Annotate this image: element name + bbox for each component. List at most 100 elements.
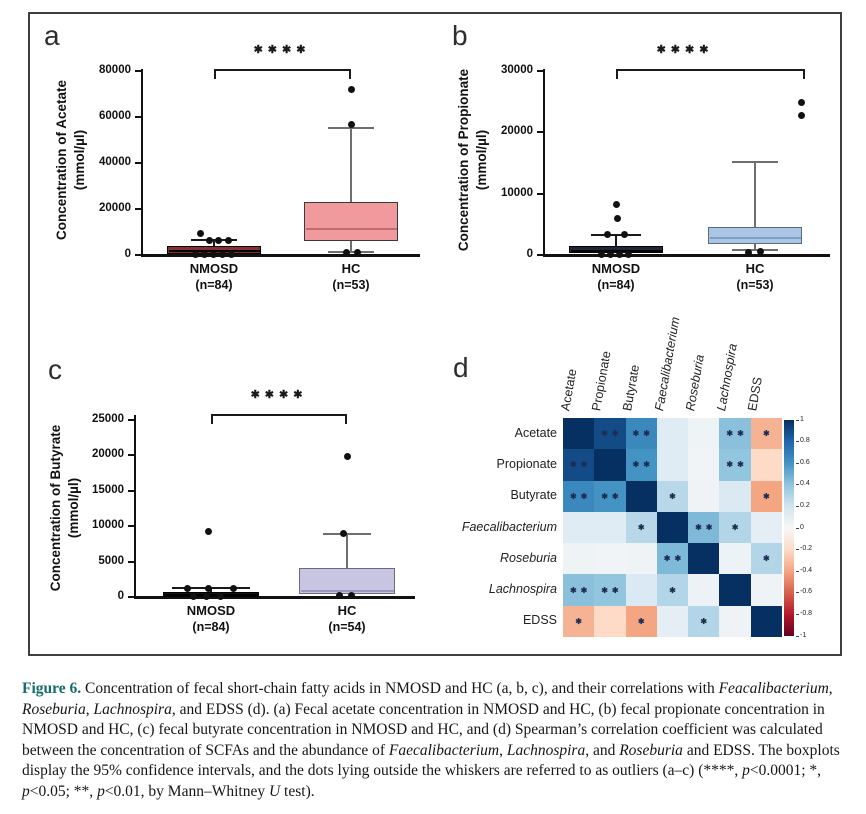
whisker-cap [328, 127, 374, 130]
figure-caption: Figure 6. Concentration of fecal short-c… [22, 679, 850, 802]
y-tick-mark [134, 208, 141, 210]
significance-bracket [214, 69, 351, 71]
colorbar-tick-label: -1 [800, 631, 807, 639]
heatmap-cell [594, 449, 626, 481]
y-tick-mark [127, 454, 134, 457]
group-n-label: (n=53) [332, 278, 370, 292]
heatmap-cell [719, 480, 751, 512]
outlier-dot [229, 584, 237, 592]
group-n-label: (n=84) [597, 278, 635, 292]
group-label: HC [341, 261, 361, 276]
significance-bracket [803, 69, 805, 79]
colorbar-tick-label: 0.4 [800, 480, 810, 488]
y-tick-mark [134, 116, 141, 118]
caption-segment: Roseburia [22, 700, 86, 718]
caption-segment: Lachnospira [93, 700, 172, 718]
colorbar-tick-label: -0.4 [800, 566, 813, 574]
median-line [164, 593, 258, 596]
heatmap-cell: ✱✱ [594, 418, 626, 450]
y-tick-mark [134, 162, 141, 164]
caption-segment: Feacalibacterium [718, 680, 829, 697]
outlier-dot [209, 250, 217, 258]
heatmap-cell [719, 605, 751, 637]
box-hc [304, 202, 398, 242]
caption-segment: U [268, 782, 281, 800]
outlier-dot [204, 527, 212, 535]
caption-segment: and EDSS. The boxplots display the 95% c… [22, 741, 840, 780]
y-tick-mark [127, 489, 134, 492]
caption-segment: , [499, 741, 507, 759]
heatmap-cell: ✱✱ [719, 418, 751, 450]
colorbar-tick-label: 0.6 [800, 458, 810, 466]
heatmap-cell: ✱ [656, 574, 689, 606]
outlier-dot [744, 249, 752, 257]
outlier-dot [347, 592, 355, 600]
x-axis-line [140, 254, 420, 257]
y-tick-mark [536, 70, 543, 72]
y-tick-label: 10000 [92, 519, 124, 532]
caption-segment: <0.05; **, [29, 782, 98, 800]
heatmap-cell: ✱ [563, 605, 595, 637]
heatmap-cell: ✱ [750, 418, 782, 450]
group-n-label: (n=84) [192, 620, 230, 634]
heatmap-cell [688, 449, 720, 481]
heatmap-cell [625, 574, 657, 606]
heatmap-cell [688, 574, 720, 606]
colorbar-tick-mark [796, 505, 799, 507]
colorbar-tick-label: -0.6 [800, 588, 813, 596]
colorbar-tick-mark [796, 549, 799, 551]
whisker-line [350, 128, 352, 203]
outlier-dot [615, 250, 623, 258]
outlier-dot [191, 250, 199, 258]
heatmap-row-label: Acetate [514, 425, 557, 440]
heatmap-cell: ✱✱ [625, 449, 657, 481]
heatmap-cell [625, 543, 657, 575]
heatmap-cell [594, 511, 626, 544]
significance-bracket [211, 414, 213, 424]
heatmap-row-label: Butyrate [510, 488, 557, 503]
outlier-dot [196, 229, 204, 237]
heatmap-cell [656, 605, 689, 637]
caption-segment: , and EDSS (d). (a) Fecal acetate concen… [22, 700, 825, 759]
y-tick-label: 20000 [501, 125, 533, 138]
outlier-dot [756, 248, 764, 256]
whisker-line [754, 162, 756, 228]
whisker-cap [328, 251, 374, 253]
outlier-dot [218, 250, 226, 258]
colorbar-tick-mark [796, 462, 799, 464]
caption-segment: <0.01, by Mann–Whitney [104, 782, 269, 800]
median-line [570, 249, 662, 252]
y-tick-label: 60000 [99, 110, 131, 122]
colorbar-tick-mark [796, 592, 799, 594]
heatmap-cell [750, 605, 782, 637]
whisker-line [350, 241, 352, 252]
outlier-dot [202, 593, 210, 601]
y-tick-mark [134, 70, 141, 72]
outlier-dot [216, 593, 224, 601]
colorbar [784, 420, 794, 636]
heatmap-cell [563, 511, 595, 544]
heatmap-cell: ✱ [750, 480, 782, 512]
outlier-dot [227, 250, 235, 258]
heatmap-cell [688, 418, 720, 450]
caption-segment: Faecalibacterium [388, 741, 500, 759]
box-hc [708, 227, 802, 244]
colorbar-tick-mark [796, 419, 799, 421]
outlier-dot [189, 593, 197, 601]
colorbar-tick-mark [796, 484, 799, 486]
heatmap-cell: ✱✱ [719, 449, 751, 481]
median-line [305, 227, 397, 230]
significance-bracket [616, 69, 805, 71]
outlier-dot [183, 584, 191, 592]
colorbar-tick-label: 0 [800, 523, 804, 531]
y-tick-label: 40000 [99, 156, 131, 168]
heatmap-row-label: Lachnospira [488, 582, 557, 597]
whisker-line [754, 243, 756, 251]
panel-c-label: c [48, 354, 62, 385]
panel-b-label: b [452, 20, 468, 51]
caption-segment: p [22, 782, 30, 800]
heatmap-cell [688, 480, 720, 512]
group-label: HC [745, 261, 765, 276]
panel-d-label: d [453, 352, 469, 383]
whisker-line [615, 235, 617, 247]
